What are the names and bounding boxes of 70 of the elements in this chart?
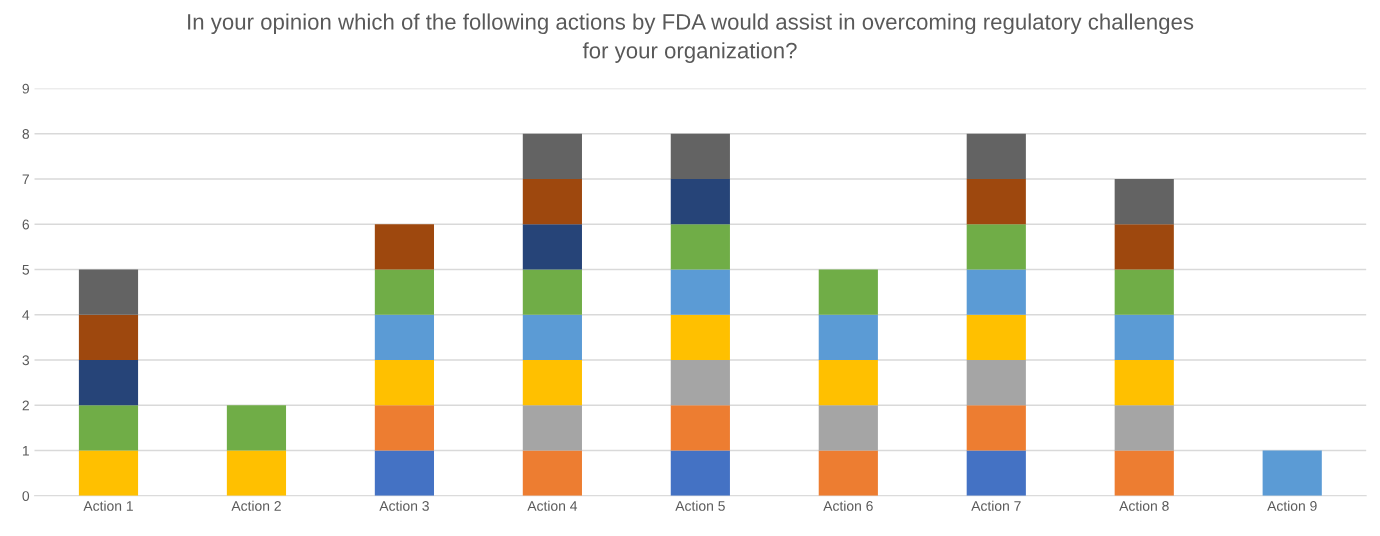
bar xyxy=(78,405,139,451)
bar xyxy=(670,450,730,496)
y-tick-label: 2 xyxy=(22,400,29,411)
bar xyxy=(78,450,139,496)
y-tick-label: 9 xyxy=(22,83,29,94)
bar xyxy=(670,360,730,406)
bar xyxy=(670,133,730,179)
bar xyxy=(966,178,1026,225)
bar xyxy=(1262,450,1322,496)
bar xyxy=(670,314,730,361)
bar xyxy=(78,360,139,406)
bar xyxy=(78,314,139,361)
bar xyxy=(522,224,582,270)
chart-title: In your opinion which of the following actions by FDA would assist in overcoming regulatory challenges for your organization? xyxy=(188,13,1194,63)
bar xyxy=(374,269,435,315)
x-tick-label: Action 6 xyxy=(823,500,873,511)
bar xyxy=(818,360,878,406)
x-tick-label: Action 5 xyxy=(675,500,725,511)
bar xyxy=(78,269,139,315)
bar xyxy=(1114,450,1174,496)
bar xyxy=(1114,405,1174,451)
bar xyxy=(966,450,1026,496)
y-tick-label: 7 xyxy=(22,174,29,184)
x-tick-label: Action 3 xyxy=(379,500,429,511)
bar xyxy=(670,178,730,225)
x-tick-label: Action 7 xyxy=(971,500,1021,511)
bar xyxy=(670,269,730,315)
bar xyxy=(818,269,878,315)
bar xyxy=(966,269,1026,315)
x-tick-label: Action 1 xyxy=(83,500,133,511)
y-tick-label: 3 xyxy=(22,355,30,366)
bar xyxy=(374,224,435,270)
bar xyxy=(670,224,730,270)
bar xyxy=(1114,360,1174,406)
bar xyxy=(966,405,1026,451)
y-tick-label: 1 xyxy=(22,446,29,456)
bar xyxy=(522,133,582,179)
bar xyxy=(818,405,878,451)
bar xyxy=(1114,224,1174,270)
bar xyxy=(522,450,582,496)
x-tick-label: Action 8 xyxy=(1119,500,1169,511)
bar xyxy=(966,360,1026,406)
y-tick-label: 8 xyxy=(22,129,30,139)
y-tick-label: 6 xyxy=(22,219,30,230)
x-tick-label: Action 4 xyxy=(527,500,578,511)
bar xyxy=(374,360,435,406)
bar xyxy=(226,450,287,496)
bar xyxy=(818,314,878,361)
y-tick-label: 4 xyxy=(22,310,30,320)
y-tick-label: 5 xyxy=(22,264,30,275)
x-tick-label: Action 9 xyxy=(1267,500,1317,511)
bar xyxy=(1114,269,1174,315)
bar xyxy=(670,405,730,451)
bar xyxy=(226,405,287,451)
bar xyxy=(374,405,435,451)
bar xyxy=(522,314,582,361)
bar xyxy=(966,133,1026,179)
y-tick-label: 0 xyxy=(22,491,30,501)
bar xyxy=(966,314,1026,361)
bar xyxy=(522,405,582,451)
bar xyxy=(522,178,582,225)
bar xyxy=(966,224,1026,270)
x-tick-label: Action 2 xyxy=(231,500,281,511)
bar xyxy=(1114,314,1174,361)
bar xyxy=(374,314,435,361)
bar xyxy=(374,450,435,496)
bar xyxy=(818,450,878,496)
bar xyxy=(1114,178,1174,225)
bar xyxy=(522,269,582,315)
bar xyxy=(522,360,582,406)
